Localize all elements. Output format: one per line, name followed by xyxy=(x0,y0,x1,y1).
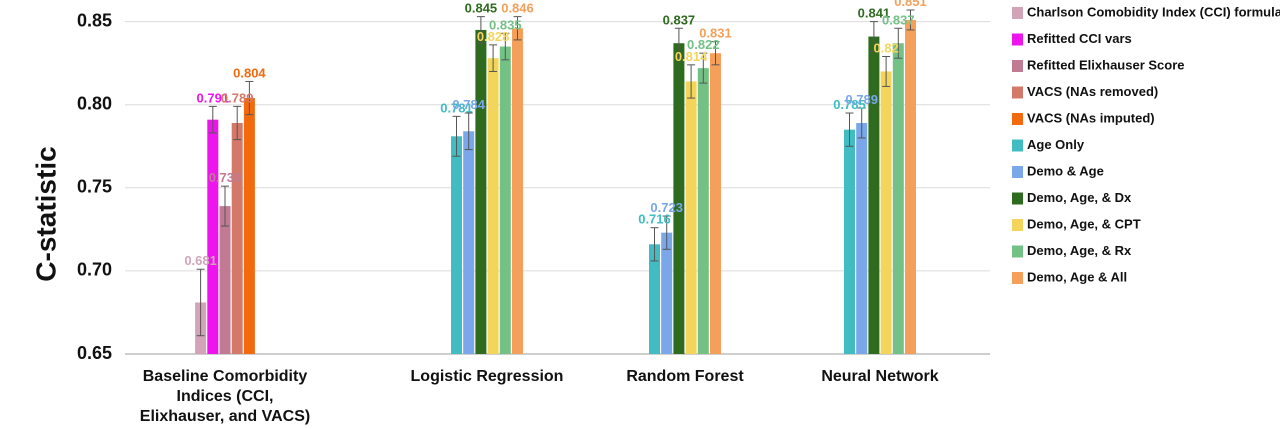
bars xyxy=(195,19,916,355)
bar xyxy=(661,232,673,354)
legend-swatch xyxy=(1012,219,1023,231)
data-label: 0.681 xyxy=(184,253,217,268)
legend-label: Demo, Age, & Dx xyxy=(1027,190,1132,205)
data-label: 0.723 xyxy=(650,200,683,215)
legend-label: Age Only xyxy=(1027,137,1085,152)
data-label: 0.846 xyxy=(501,1,534,16)
legend-swatch xyxy=(1012,60,1023,72)
legend-label: Demo, Age & All xyxy=(1027,269,1127,284)
data-label: 0.82 xyxy=(873,41,898,56)
bar xyxy=(649,244,660,354)
bar xyxy=(685,81,697,354)
legend-label: Refitted CCI vars xyxy=(1027,31,1132,46)
legend-swatch xyxy=(1012,7,1023,19)
data-label: 0.789 xyxy=(221,90,254,105)
data-label: 0.835 xyxy=(489,17,522,32)
legend-label: VACS (NAs imputed) xyxy=(1027,110,1155,125)
legend-swatch xyxy=(1012,245,1023,258)
bar xyxy=(219,206,231,354)
data-label: 0.831 xyxy=(699,26,732,41)
bar xyxy=(844,129,855,354)
legend-swatch xyxy=(1012,166,1023,178)
data-label: 0.784 xyxy=(452,97,485,112)
data-label: 0.739 xyxy=(209,170,242,185)
bar xyxy=(856,122,868,354)
data-label: 0.841 xyxy=(858,6,891,21)
bar xyxy=(231,122,243,354)
y-tick-label: 0.80 xyxy=(77,93,112,113)
legend-label: Demo & Age xyxy=(1027,163,1104,178)
legend-swatch xyxy=(1012,272,1023,284)
data-label: 0.845 xyxy=(465,1,498,16)
data-label: 0.822 xyxy=(687,37,720,52)
data-label: 0.851 xyxy=(894,0,927,9)
bar xyxy=(673,43,685,354)
bar xyxy=(710,53,721,354)
y-tick-label: 0.65 xyxy=(77,343,112,363)
legend-label: VACS (NAs removed) xyxy=(1027,84,1158,99)
bar xyxy=(499,46,511,355)
legend-label: Demo, Age, & CPT xyxy=(1027,216,1141,231)
category-label: Neural Network xyxy=(821,368,938,385)
legend-label: Demo, Age, & Rx xyxy=(1027,243,1132,258)
data-label: 0.814 xyxy=(675,49,708,64)
data-label: 0.837 xyxy=(882,12,915,27)
bar xyxy=(243,98,255,354)
bar xyxy=(475,29,487,355)
y-axis-ticks: 0.65 0.70 0.75 0.80 0.85 xyxy=(77,10,112,362)
legend-swatch xyxy=(1012,192,1023,205)
legend: Charlson Comobidity Index (CCI) formula R… xyxy=(1012,4,1280,284)
legend-swatch xyxy=(1012,113,1023,125)
data-label: 0.804 xyxy=(233,65,266,80)
data-label: 0.781 xyxy=(440,100,473,115)
data-label: 0.785 xyxy=(833,97,866,112)
bar xyxy=(697,68,709,355)
bar xyxy=(463,131,475,354)
data-label: 0.828 xyxy=(477,29,510,44)
bar xyxy=(512,28,523,355)
y-tick-label: 0.70 xyxy=(77,260,112,280)
legend-swatch xyxy=(1012,86,1023,99)
legend-label: Refitted Elixhauser Score xyxy=(1027,57,1185,72)
data-label: 0.837 xyxy=(663,12,696,27)
y-tick-label: 0.85 xyxy=(77,10,112,30)
bar xyxy=(207,119,219,355)
data-label: 0.716 xyxy=(638,212,671,227)
y-axis-title: C-statistic xyxy=(30,146,61,281)
category-label: Logistic Regression xyxy=(411,368,564,385)
x-axis-categories: Baseline Comorbidity Indices (CCI, Elixhau… xyxy=(140,368,939,425)
legend-label: Charlson Comobidity Index (CCI) formula xyxy=(1027,4,1280,19)
bar xyxy=(487,58,499,354)
data-label: 0.789 xyxy=(845,92,878,107)
legend-swatch xyxy=(1012,33,1023,46)
bar xyxy=(905,19,916,354)
category-label: Baseline Comorbidity Indices (CCI, Elixhau… xyxy=(140,368,310,425)
data-label: 0.791 xyxy=(197,90,230,105)
bar xyxy=(880,71,892,354)
bar xyxy=(868,36,880,354)
y-tick-label: 0.75 xyxy=(77,177,112,197)
bar xyxy=(451,136,462,354)
error-bars xyxy=(196,9,915,337)
legend-swatch xyxy=(1012,139,1023,152)
bar xyxy=(892,43,904,354)
category-label: Random Forest xyxy=(626,368,744,385)
